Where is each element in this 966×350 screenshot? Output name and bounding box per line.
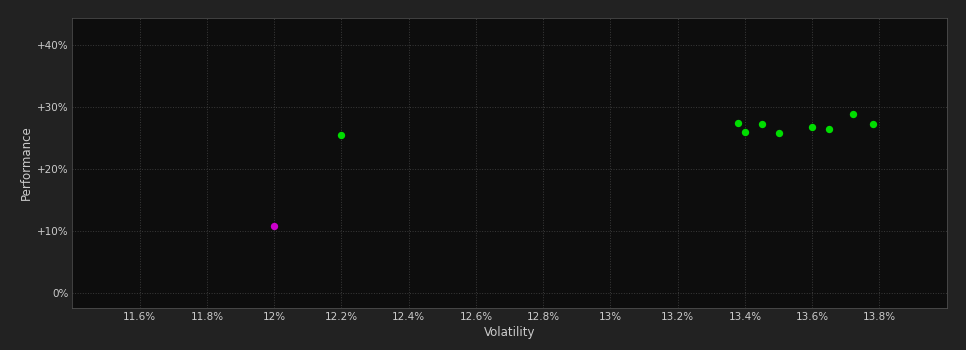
Point: [730, 120, 746, 126]
Point: [333, 132, 349, 138]
Point: [805, 124, 820, 130]
Point: [754, 122, 770, 127]
Point: [845, 111, 861, 117]
Point: [771, 130, 786, 136]
Point: [821, 126, 837, 132]
X-axis label: Volatility: Volatility: [484, 326, 535, 340]
Point: [737, 129, 753, 135]
Point: [865, 121, 880, 127]
Y-axis label: Performance: Performance: [19, 125, 33, 200]
Point: [267, 223, 282, 229]
